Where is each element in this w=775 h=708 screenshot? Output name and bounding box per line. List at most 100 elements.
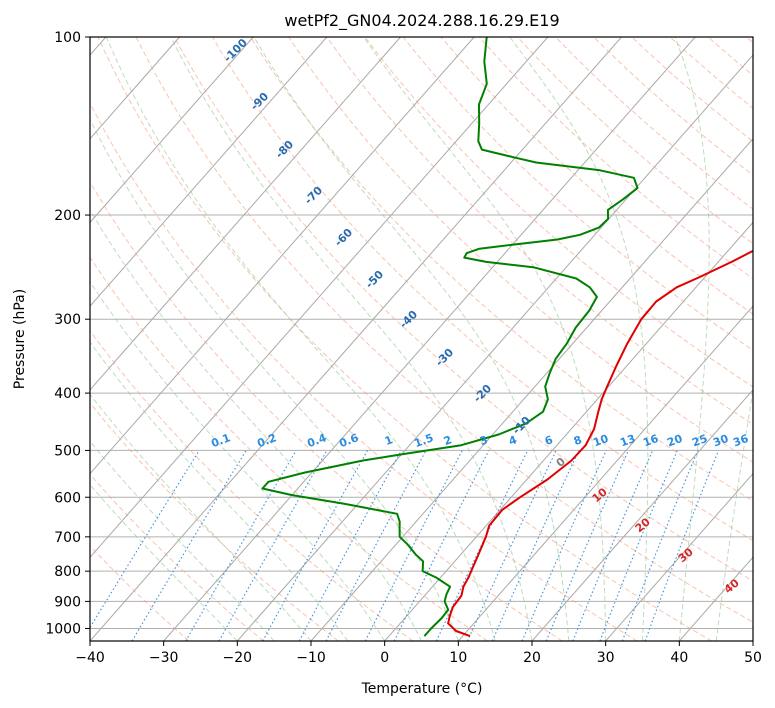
mixing-ratio-label: 2 — [442, 433, 454, 448]
x-tick-label: 10 — [449, 650, 467, 666]
dry-adiabat-line — [90, 256, 488, 641]
plot-frame — [89, 36, 754, 642]
mixing-ratio-label: 3 — [478, 433, 490, 448]
mixing-ratio-line — [521, 450, 607, 641]
x-tick-label: 30 — [597, 650, 615, 666]
x-tick-label: 0 — [380, 650, 389, 666]
mixing-ratio-label: 8 — [572, 433, 584, 448]
dry-adiabat-line — [402, 37, 753, 351]
isotherm-line — [90, 37, 254, 224]
profile-series — [261, 37, 753, 638]
dry-adiabat-line — [250, 37, 753, 502]
mixing-ratio-label: 10 — [591, 432, 610, 450]
mixing-ratio-label: 6 — [543, 433, 555, 448]
y-axis-title: Pressure (hPa) — [12, 289, 28, 389]
moist-adiabat-line — [90, 280, 386, 641]
isotherm-line — [457, 305, 753, 641]
mixing-ratio-label: 0.4 — [305, 431, 328, 450]
y-axis: 1000 900 800 700 600 500 400 300 200 100 — [45, 30, 90, 637]
dry-adiabat-line — [593, 37, 753, 176]
mixing-ratio-line — [491, 450, 580, 641]
moist-adiabat-line — [90, 440, 275, 641]
y-tick-label: 100 — [54, 30, 81, 46]
x-tick-label: −30 — [149, 650, 179, 666]
isotherm-line — [236, 54, 753, 641]
isotherm-line — [90, 37, 328, 307]
dewpoint-profile-line — [261, 37, 639, 637]
isotherm-lines — [90, 37, 753, 641]
moist-adiabat-line — [90, 484, 238, 641]
mixing-ratio-line — [393, 450, 490, 641]
y-tick-label: 600 — [54, 490, 81, 506]
dry-adiabat-line — [517, 37, 753, 245]
mixing-ratio-label: 20 — [665, 432, 684, 450]
mixing-ratio-line — [298, 450, 402, 641]
dry-adiabat-line — [90, 101, 638, 641]
moist-adiabat-line — [253, 37, 570, 641]
mixing-ratio-label: 13 — [618, 432, 637, 449]
isotherm-line — [90, 37, 180, 140]
mixing-ratio-line — [621, 450, 699, 641]
x-tick-label: −10 — [296, 650, 326, 666]
mixing-ratio-label: 1 — [383, 433, 395, 448]
isotherm-line — [531, 389, 753, 641]
dry-adiabat-line — [631, 37, 753, 143]
y-tick-label: 900 — [54, 594, 81, 610]
y-tick-label: 800 — [54, 564, 81, 580]
x-axis: −40 −30 −20 −10 0 10 20 30 40 50 — [75, 641, 762, 666]
isotherm-line — [163, 37, 696, 641]
mixing-ratio-label: 25 — [690, 432, 709, 449]
dry-adiabat-lines — [90, 37, 753, 641]
moist-adiabat-line — [90, 118, 459, 641]
dry-adiabat-line — [288, 37, 753, 463]
mixing-ratio-label: 16 — [641, 432, 660, 450]
isotherm-line — [90, 37, 475, 475]
x-tick-label: 40 — [670, 650, 688, 666]
mixing-ratio-line — [262, 450, 368, 641]
dry-adiabat-line — [440, 37, 753, 315]
moist-adiabat-line — [105, 37, 496, 641]
dry-adiabat-line — [90, 329, 414, 641]
dry-adiabat-line — [364, 37, 753, 388]
dry-adiabat-line — [478, 37, 753, 280]
mixing-ratio-line — [599, 450, 678, 641]
mixing-ratio-line — [545, 450, 629, 641]
y-tick-label: 400 — [54, 386, 81, 402]
x-tick-label: −20 — [223, 650, 253, 666]
mixing-ratio-label: 4 — [507, 433, 519, 448]
mixing-ratio-lines — [90, 450, 720, 641]
x-tick-label: −40 — [75, 650, 105, 666]
y-tick-label: 300 — [54, 312, 81, 328]
temperature-profile-line — [447, 249, 753, 638]
mixing-ratio-label: 30 — [711, 432, 730, 450]
dry-adiabat-line — [97, 37, 712, 641]
moist-adiabat-lines — [90, 37, 753, 641]
mixing-ratio-line — [644, 450, 720, 641]
isotherm-line — [384, 221, 753, 641]
x-axis-title: Temperature (°C) — [361, 681, 483, 697]
moist-adiabat-line — [90, 393, 312, 641]
dry-adiabat-line — [173, 37, 753, 582]
mixing-ratio-line — [572, 450, 654, 641]
mixing-ratio-label: 0.2 — [255, 431, 278, 450]
isotherm-line — [605, 472, 753, 641]
dry-adiabat-line — [135, 37, 753, 623]
mixing-ratio-label: 0.6 — [337, 431, 360, 450]
moist-adiabat-line — [674, 37, 710, 641]
moist-adiabat-line — [509, 37, 649, 641]
y-tick-label: 200 — [54, 208, 81, 224]
isotherm-line — [90, 37, 401, 391]
mixing-ratio-line — [218, 450, 328, 641]
y-tick-label: 700 — [54, 530, 81, 546]
mixing-ratio-label: 36 — [731, 432, 750, 450]
mixing-ratio-line — [364, 450, 463, 641]
moist-adiabat-line — [363, 37, 607, 641]
y-tick-label: 1000 — [45, 621, 81, 637]
moist-adiabat-line — [90, 209, 422, 641]
y-tick-label: 500 — [54, 443, 81, 459]
chart-title: wetPf2_GN04.2024.288.16.29.E19 — [284, 11, 559, 31]
isotherm-line — [90, 37, 549, 559]
mixing-ratio-line — [90, 450, 200, 629]
